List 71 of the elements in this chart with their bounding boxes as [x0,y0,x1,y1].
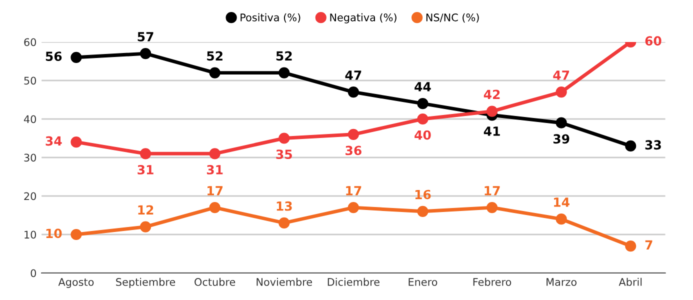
data-label: 12 [138,205,154,214]
data-label: 60 [645,36,662,46]
data-label: 17 [346,186,362,196]
data-label: 16 [415,190,431,200]
x-tick-label: Noviembre [256,278,312,286]
data-label: 42 [484,90,500,99]
legend-label: NS/NC (%) [426,13,479,23]
x-tick-label: Abril [618,278,642,286]
legend-label: Negativa (%) [330,13,396,24]
y-tick-label: 50 [24,76,36,85]
data-label: 33 [645,140,661,150]
point [625,140,636,152]
y-tick-label: 10 [24,230,36,239]
x-tick-label: Octubre [194,278,236,286]
data-label: 17 [484,186,500,196]
point [556,117,567,128]
data-label: 7 [645,240,652,250]
point [70,52,82,63]
point [209,67,220,78]
point [556,214,567,225]
data-label: 14 [554,198,570,207]
x-tick-label: Marzo [546,278,577,286]
y-tick-label: 30 [24,154,36,162]
y-tick-label: 40 [24,115,36,124]
y-tick-label: 20 [24,192,36,200]
data-label: 52 [276,51,292,61]
legend-label: Positiva (%) [240,13,300,23]
x-tick-label: Agosto [58,278,94,288]
point [278,67,290,78]
point [486,106,498,117]
point [140,148,152,160]
x-tick-label: Septiembre [116,278,176,288]
data-label: 52 [207,51,222,61]
point [348,202,359,214]
x-tick-label: Febrero [473,278,512,286]
point [417,206,428,217]
point [209,202,220,214]
point [140,48,152,60]
x-tick-label: Enero [408,278,438,286]
data-label: 47 [553,70,570,80]
data-label: 31 [206,164,223,174]
y-tick-label: 0 [30,269,36,278]
point [417,113,428,125]
data-label: 34 [46,136,62,146]
data-label: 36 [346,146,362,156]
data-label: 31 [138,164,154,174]
point [486,202,498,214]
y-tick-label: 60 [24,38,36,46]
point [278,132,290,144]
point [348,86,359,98]
point [70,136,82,148]
point [278,217,290,229]
data-label: 41 [484,126,500,136]
point [140,221,152,232]
x-tick-label: Diciembre [328,278,380,286]
point [417,98,428,110]
data-label: 44 [414,82,431,92]
point [70,228,82,240]
data-label: 40 [414,130,431,140]
data-label: 17 [208,186,223,196]
point [556,86,567,98]
point [209,148,220,160]
data-label: 56 [46,52,62,62]
data-label: 39 [553,134,570,144]
data-label: 57 [138,32,154,42]
point [625,240,636,252]
data-label: 10 [46,228,62,238]
data-label: 13 [276,201,292,211]
point [348,128,359,140]
data-label: 47 [345,70,362,80]
data-label: 35 [276,150,292,160]
